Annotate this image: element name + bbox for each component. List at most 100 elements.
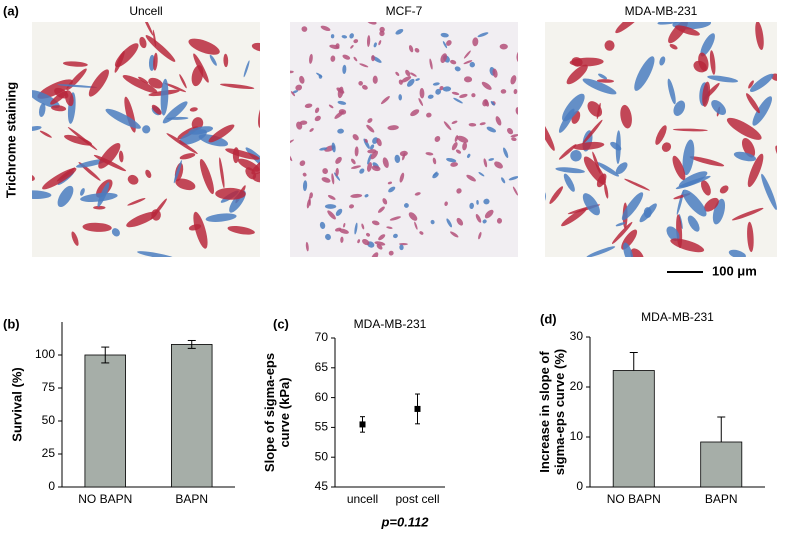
fiber bbox=[520, 119, 530, 130]
x-tick-label: NO BAPN bbox=[607, 492, 661, 506]
fiber bbox=[582, 119, 603, 145]
panel-label: (d) bbox=[540, 311, 557, 326]
fiber bbox=[219, 157, 225, 189]
fiber bbox=[261, 153, 276, 169]
fiber bbox=[331, 142, 336, 153]
fiber bbox=[430, 219, 435, 225]
fiber bbox=[519, 148, 526, 155]
fiber bbox=[209, 54, 217, 66]
fiber bbox=[302, 180, 308, 192]
fiber bbox=[359, 63, 369, 68]
fiber bbox=[320, 25, 331, 32]
fiber bbox=[139, 36, 147, 49]
fiber bbox=[335, 156, 342, 164]
fiber bbox=[273, 145, 279, 151]
fiber bbox=[469, 61, 475, 68]
fiber bbox=[354, 222, 358, 235]
fiber bbox=[410, 109, 420, 117]
fiber bbox=[245, 147, 260, 173]
fiber bbox=[668, 267, 688, 287]
y-tick-label: 20 bbox=[570, 379, 584, 393]
fiber bbox=[672, 128, 708, 132]
fiber bbox=[361, 84, 368, 90]
fiber bbox=[528, 76, 539, 84]
y-tick-label: 70 bbox=[315, 330, 329, 344]
fiber bbox=[398, 94, 402, 101]
fiber bbox=[399, 150, 408, 157]
fiber bbox=[752, 96, 773, 126]
fiber bbox=[515, 107, 518, 115]
fiber bbox=[446, 218, 453, 228]
fiber bbox=[477, 32, 489, 38]
fiber bbox=[274, 92, 291, 115]
fiber bbox=[138, 76, 149, 84]
micrograph-texture bbox=[269, 22, 539, 257]
fiber bbox=[142, 125, 151, 134]
fiber bbox=[463, 60, 473, 65]
fiber bbox=[761, 173, 777, 210]
fiber bbox=[410, 72, 417, 77]
fiber bbox=[478, 231, 482, 240]
p-value: p=0.112 bbox=[380, 514, 429, 529]
fiber bbox=[376, 138, 382, 147]
fiber bbox=[283, 126, 290, 135]
fiber bbox=[145, 169, 152, 178]
fiber bbox=[518, 126, 527, 135]
fiber bbox=[611, 221, 633, 244]
y-tick-label: 0 bbox=[48, 479, 55, 493]
fiber bbox=[290, 139, 295, 146]
fiber bbox=[321, 177, 331, 183]
fiber bbox=[371, 252, 379, 257]
fiber bbox=[707, 75, 739, 83]
fiber bbox=[495, 116, 502, 126]
fiber bbox=[615, 222, 626, 227]
fiber bbox=[215, 187, 246, 200]
fiber bbox=[596, 162, 620, 177]
fiber bbox=[503, 147, 509, 159]
fiber bbox=[127, 174, 139, 185]
fiber bbox=[749, 73, 774, 92]
fiber bbox=[335, 208, 343, 216]
fiber bbox=[529, 92, 539, 103]
fiber bbox=[570, 149, 582, 162]
fiber bbox=[269, 108, 279, 118]
fiber bbox=[703, 197, 719, 212]
fiber bbox=[64, 134, 93, 146]
fiber bbox=[80, 188, 85, 196]
micrographs bbox=[32, 22, 793, 287]
fiber bbox=[350, 45, 354, 49]
fiber bbox=[408, 45, 414, 53]
fiber bbox=[372, 75, 378, 84]
fiber bbox=[309, 53, 313, 64]
fiber bbox=[88, 69, 109, 97]
fiber bbox=[469, 202, 474, 209]
fiber bbox=[378, 234, 386, 241]
y-tick-label: 30 bbox=[570, 329, 584, 343]
fiber bbox=[98, 143, 121, 169]
fiber bbox=[432, 82, 440, 86]
fiber bbox=[111, 228, 120, 237]
fiber bbox=[781, 100, 793, 126]
fiber bbox=[604, 40, 615, 51]
fiber bbox=[596, 79, 615, 83]
fiber bbox=[583, 156, 606, 185]
fiber bbox=[37, 79, 74, 99]
fiber bbox=[51, 105, 67, 112]
fiber bbox=[403, 203, 409, 208]
x-tick-label: post cell bbox=[395, 492, 439, 506]
fiber bbox=[142, 22, 154, 36]
fiber bbox=[520, 144, 532, 157]
fiber bbox=[378, 206, 385, 213]
fiber bbox=[399, 172, 405, 183]
fiber bbox=[357, 239, 361, 244]
fiber bbox=[516, 51, 518, 63]
fiber bbox=[223, 53, 229, 68]
fiber bbox=[508, 176, 518, 181]
fiber bbox=[571, 57, 583, 67]
fiber bbox=[672, 155, 686, 181]
fiber bbox=[67, 126, 98, 151]
fiber bbox=[243, 60, 250, 78]
fiber bbox=[153, 52, 158, 71]
fiber bbox=[379, 30, 385, 37]
fiber bbox=[483, 198, 490, 205]
